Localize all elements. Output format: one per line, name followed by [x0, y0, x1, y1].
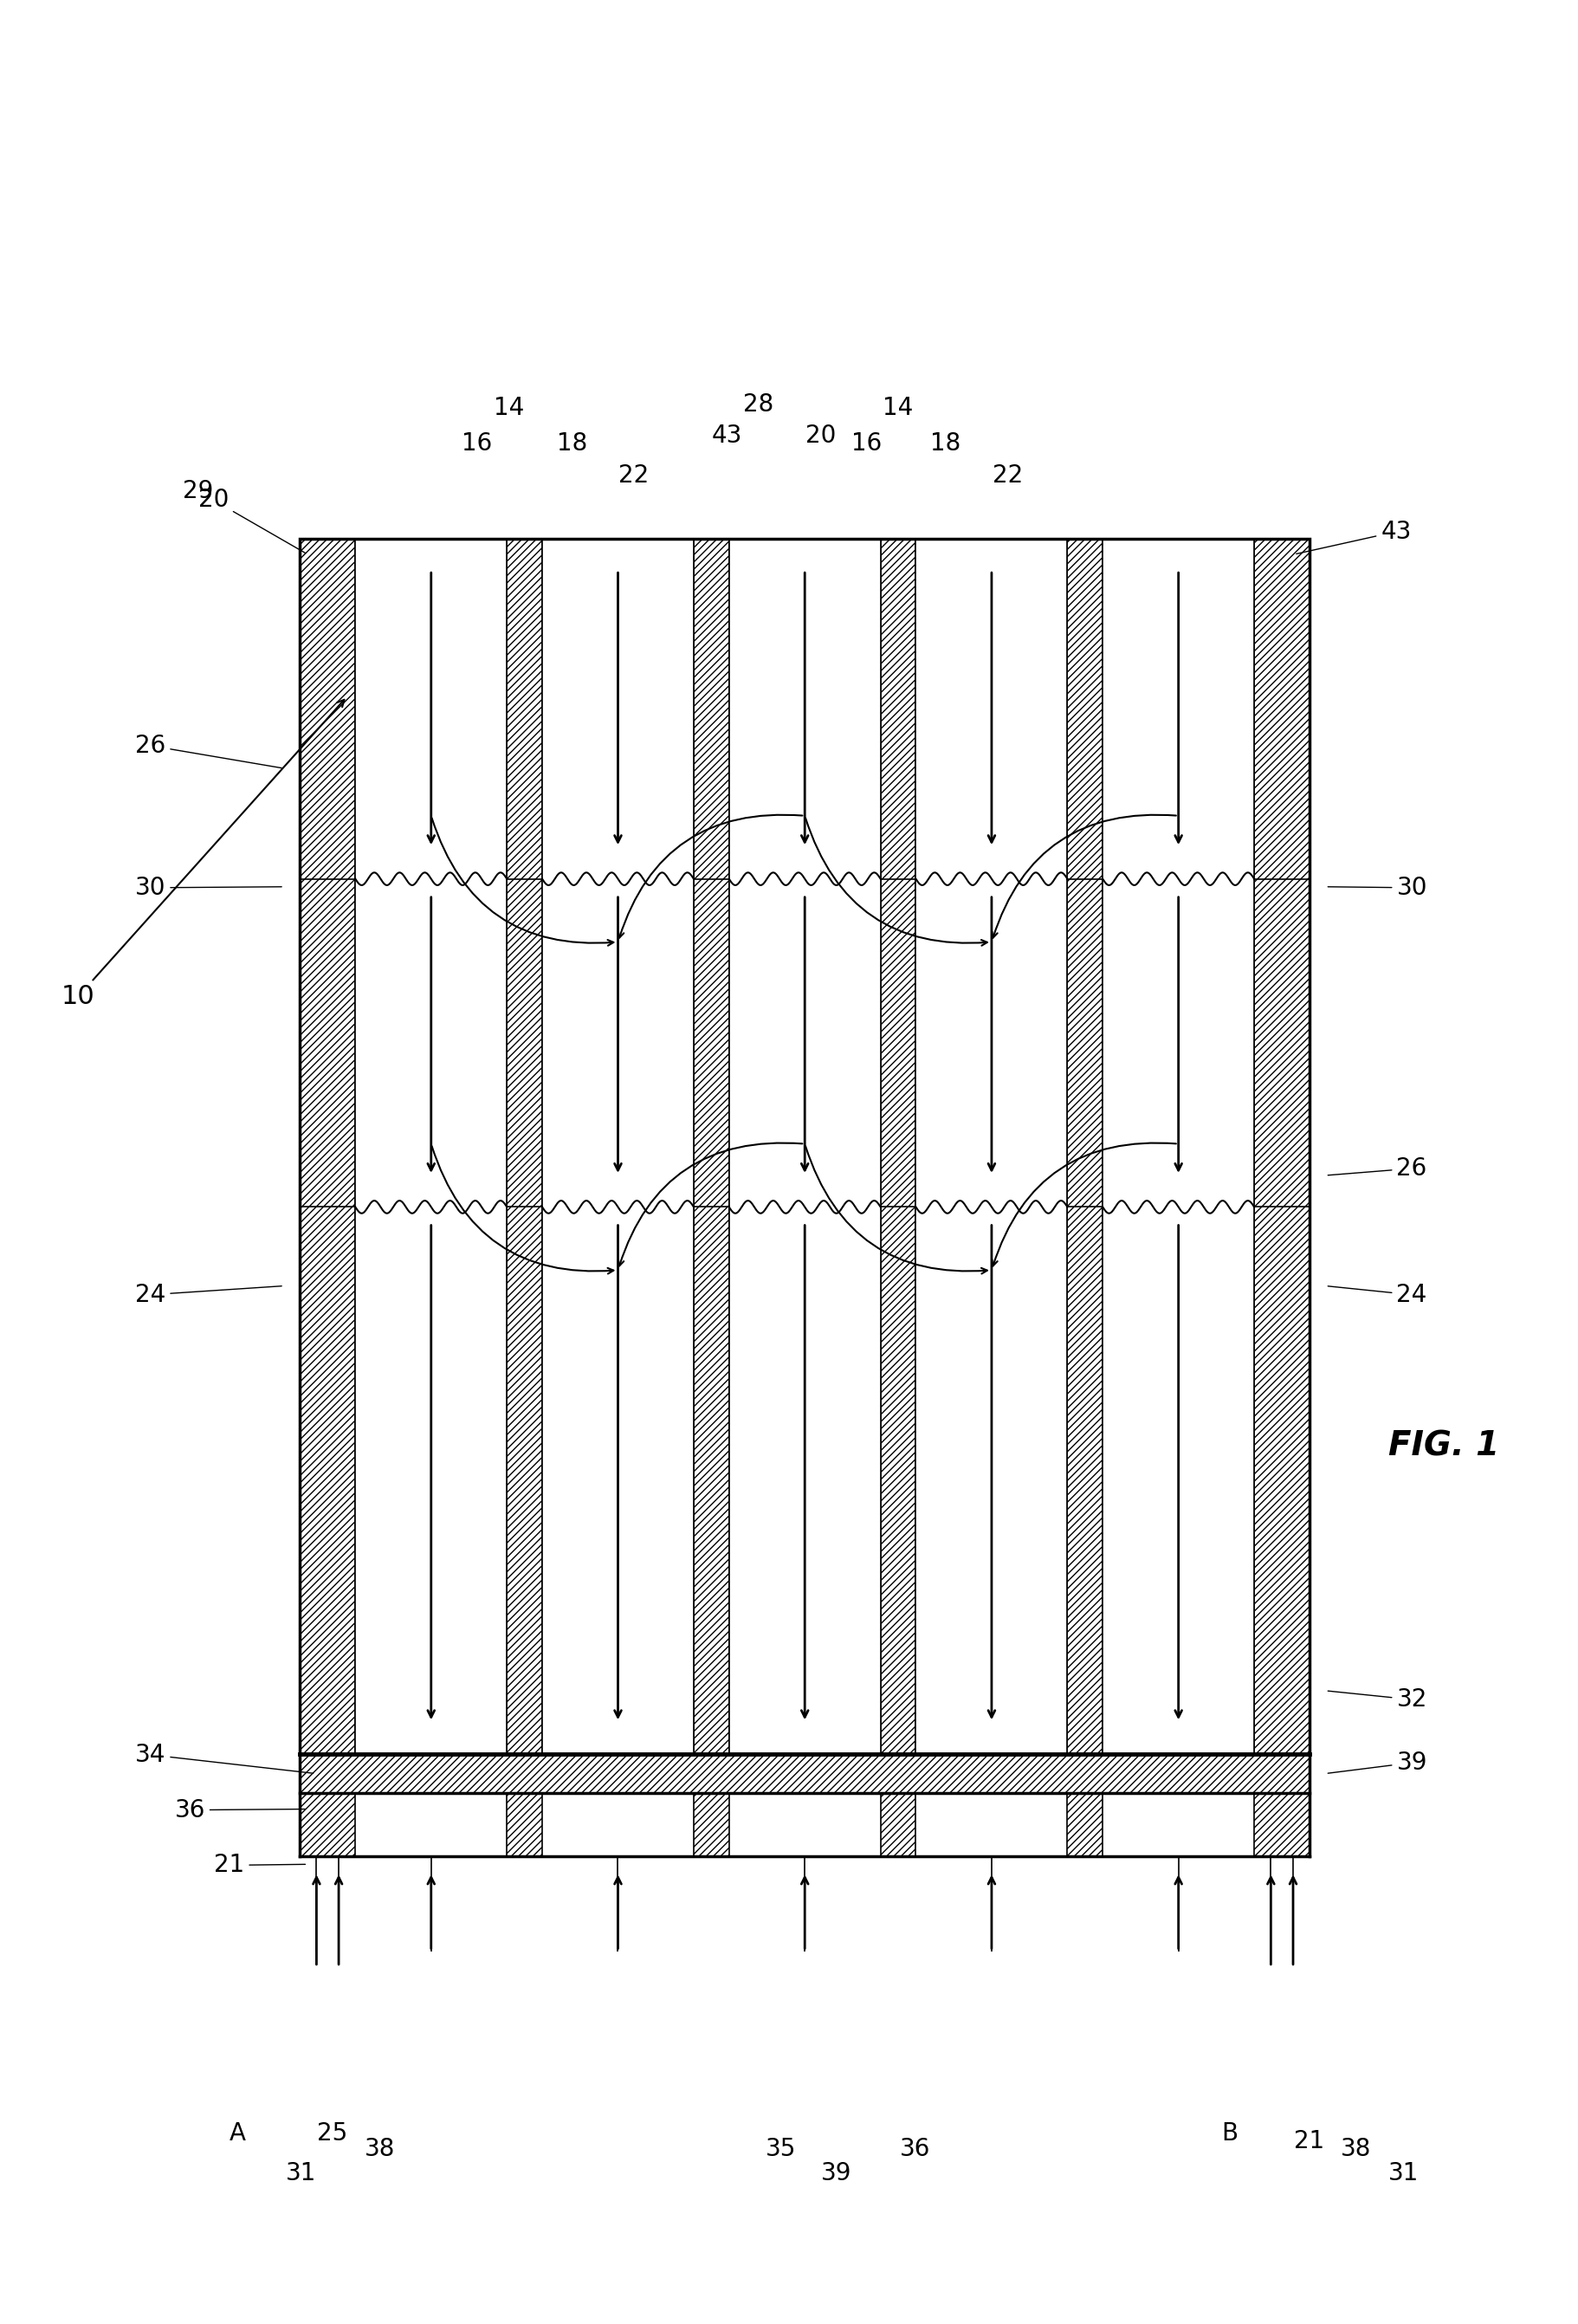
- Text: 21: 21: [215, 1852, 305, 1878]
- Bar: [881, 539, 915, 1755]
- Bar: [300, 1755, 1310, 1794]
- Text: 14: 14: [494, 395, 524, 421]
- Bar: [1255, 539, 1310, 1755]
- Bar: [300, 1794, 355, 1857]
- Text: 10: 10: [62, 700, 344, 1009]
- Text: 25: 25: [317, 2122, 347, 2145]
- Text: B: B: [1221, 2122, 1239, 2145]
- Bar: [543, 539, 694, 1755]
- Text: FIG. 1: FIG. 1: [1389, 1429, 1499, 1462]
- Bar: [507, 1794, 543, 1857]
- Text: 18: 18: [557, 432, 587, 456]
- Text: 36: 36: [175, 1799, 305, 1822]
- Text: 22: 22: [993, 462, 1023, 488]
- Text: A: A: [229, 2122, 246, 2145]
- Bar: [1067, 1794, 1103, 1857]
- Bar: [694, 539, 729, 1755]
- Text: 24: 24: [1329, 1283, 1427, 1306]
- Text: 16: 16: [462, 432, 492, 456]
- Text: 39: 39: [821, 2161, 852, 2185]
- Text: 39: 39: [1329, 1750, 1427, 1776]
- Bar: [507, 539, 543, 1755]
- Bar: [1067, 539, 1103, 1755]
- Text: 34: 34: [136, 1743, 312, 1773]
- Text: 36: 36: [899, 2138, 931, 2161]
- Text: 30: 30: [136, 876, 281, 899]
- Ellipse shape: [663, 1992, 947, 2133]
- Text: 22: 22: [619, 462, 649, 488]
- Text: 21: 21: [1294, 2129, 1324, 2154]
- Bar: [355, 539, 507, 1755]
- Text: 20: 20: [199, 488, 306, 553]
- Text: 16: 16: [852, 432, 882, 456]
- Bar: [300, 539, 1310, 1755]
- Text: 29: 29: [183, 479, 213, 504]
- Text: 30: 30: [1329, 876, 1427, 899]
- Text: 38: 38: [365, 2138, 394, 2161]
- Text: 43: 43: [712, 423, 743, 449]
- Text: 14: 14: [884, 395, 914, 421]
- Bar: [729, 539, 881, 1755]
- Text: 43: 43: [1296, 521, 1411, 553]
- Text: 18: 18: [931, 432, 961, 456]
- Bar: [694, 1794, 729, 1857]
- Text: 31: 31: [286, 2161, 316, 2185]
- Text: 20: 20: [805, 423, 836, 449]
- Bar: [915, 539, 1067, 1755]
- Text: 24: 24: [136, 1283, 281, 1306]
- Bar: [881, 1794, 915, 1857]
- Text: 26: 26: [136, 734, 281, 767]
- Text: 28: 28: [743, 393, 773, 416]
- Text: 38: 38: [1341, 2138, 1371, 2161]
- Text: 31: 31: [1389, 2161, 1419, 2185]
- Text: 26: 26: [1329, 1157, 1427, 1181]
- Bar: [1103, 539, 1255, 1755]
- Text: 35: 35: [765, 2138, 797, 2161]
- Bar: [300, 539, 355, 1755]
- Text: 32: 32: [1329, 1687, 1427, 1713]
- Bar: [1255, 1794, 1310, 1857]
